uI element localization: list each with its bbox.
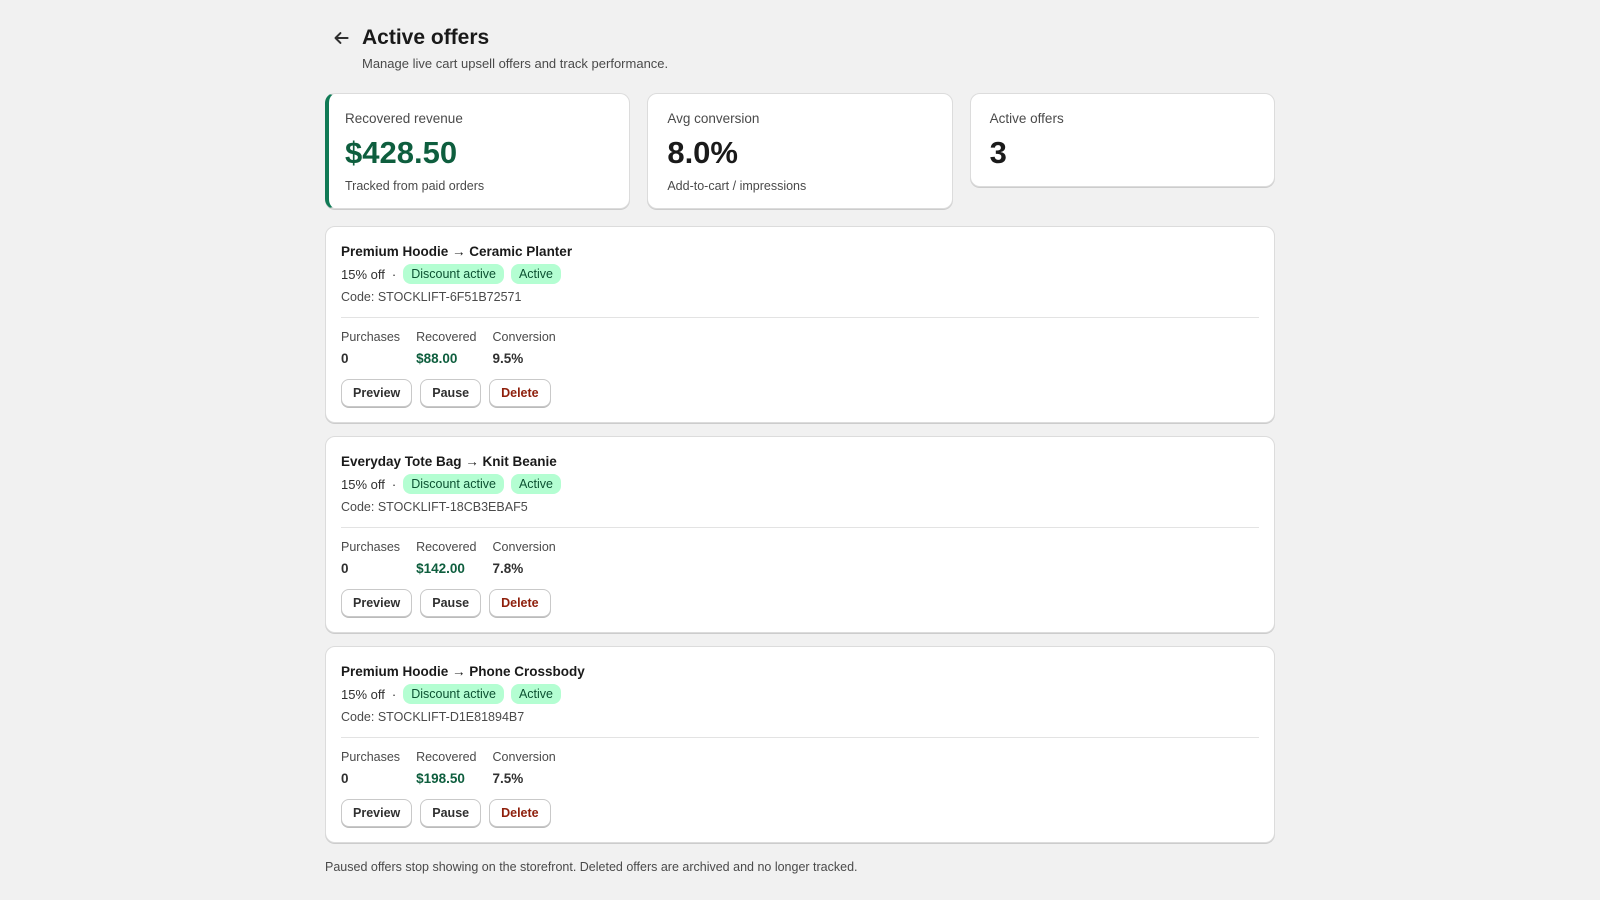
stat-label: Recovered revenue: [345, 111, 463, 126]
stats: Recovered revenue $428.50 Tracked from pai…: [325, 93, 1275, 209]
content: Active offers Manage live cart upsell of…: [325, 22, 1275, 874]
stat-label: Avg conversion: [667, 111, 760, 126]
metric: Conversion 7.5%: [493, 750, 556, 786]
offer-list: Premium Hoodie → Ceramic Planter 15% off ·…: [325, 226, 1275, 843]
metric-label: Conversion: [492, 750, 556, 764]
metric-value: 0: [341, 351, 349, 366]
metric-value: $198.50: [416, 771, 465, 786]
actions: Preview Pause Delete: [341, 799, 1259, 827]
stat-note: Add-to-cart / impressions: [667, 179, 807, 193]
badge: Active: [510, 474, 562, 494]
offer-meta: 15% off · Discount active Active: [341, 264, 1259, 284]
separator: ·: [391, 266, 397, 282]
badge: Discount active: [403, 264, 504, 284]
divider: [341, 737, 1259, 738]
discount: 15% off: [341, 686, 385, 702]
stat-value: 3: [989, 135, 1007, 170]
badge: Discount active: [403, 684, 504, 704]
metric: Conversion 9.5%: [493, 330, 556, 366]
metric: Purchases 0: [341, 330, 400, 366]
metric: Conversion 7.8%: [493, 540, 556, 576]
discount-code: Code: STOCKLIFT-6F51B72571: [341, 290, 522, 304]
metric-label: Recovered: [416, 330, 477, 344]
metric-label: Purchases: [341, 750, 401, 764]
offer-title: Premium Hoodie → Phone Crossbody: [341, 664, 585, 679]
metric: Recovered $88.00: [416, 330, 476, 366]
footer-note: Paused offers stop showing on the storef…: [325, 860, 858, 874]
metric-value: 7.5%: [492, 771, 524, 786]
discount-code: Code: STOCKLIFT-D1E81894B7: [341, 710, 525, 724]
offer-meta: 15% off · Discount active Active: [341, 684, 1259, 704]
offer-card: Premium Hoodie → Phone Crossbody 15% off ·…: [325, 646, 1275, 843]
metrics: Purchases 0 Recovered $88.00 Conversion 9.5%: [341, 330, 1259, 366]
action-button[interactable]: Delete: [489, 379, 551, 407]
metric-value: 0: [341, 561, 349, 576]
badge: Active: [510, 684, 562, 704]
action-button[interactable]: Pause: [420, 799, 482, 827]
badge: Active: [510, 264, 562, 284]
stat-card: Avg conversion 8.0% Add-to-cart / impressi…: [647, 93, 953, 209]
metric-value: 0: [341, 771, 349, 786]
action-button[interactable]: Pause: [420, 379, 482, 407]
stat-card: Active offers 3: [969, 93, 1275, 187]
stat-label: Active offers: [989, 111, 1064, 126]
metric-label: Purchases: [341, 330, 401, 344]
header-text: Active offers Manage live cart upsell of…: [362, 22, 668, 71]
metric-label: Recovered: [416, 750, 477, 764]
action-button[interactable]: Delete: [489, 589, 551, 617]
actions: Preview Pause Delete: [341, 379, 1259, 407]
metric-value: $142.00: [416, 561, 465, 576]
page-subtitle: Manage live cart upsell offers and track…: [362, 56, 669, 71]
action-button[interactable]: Pause: [420, 589, 482, 617]
offer-card: Premium Hoodie → Ceramic Planter 15% off ·…: [325, 226, 1275, 423]
metric: Recovered $198.50: [416, 750, 476, 786]
stat-card: Recovered revenue $428.50 Tracked from pai…: [325, 93, 631, 209]
metric-value: 9.5%: [492, 351, 524, 366]
page-title: Active offers: [362, 26, 490, 49]
badge: Discount active: [403, 474, 504, 494]
metric: Recovered $142.00: [416, 540, 476, 576]
divider: [341, 527, 1259, 528]
offer-title: Premium Hoodie → Ceramic Planter: [341, 244, 573, 259]
discount-code: Code: STOCKLIFT-18CB3EBAF5: [341, 500, 528, 514]
metric: Purchases 0: [341, 750, 400, 786]
back-button[interactable]: [330, 27, 352, 49]
metrics: Purchases 0 Recovered $198.50 Conversion 7.5%: [341, 750, 1259, 786]
divider: [341, 317, 1259, 318]
actions: Preview Pause Delete: [341, 589, 1259, 617]
metric-value: 7.8%: [492, 561, 524, 576]
separator: ·: [391, 476, 397, 492]
separator: ·: [391, 686, 397, 702]
metric-label: Conversion: [492, 330, 556, 344]
metric-label: Conversion: [492, 540, 556, 554]
action-button[interactable]: Preview: [341, 799, 413, 827]
discount: 15% off: [341, 266, 385, 282]
action-button[interactable]: Preview: [341, 589, 413, 617]
stat-value: $428.50: [345, 135, 458, 170]
metrics: Purchases 0 Recovered $142.00 Conversion 7.8%: [341, 540, 1259, 576]
stat-note: Tracked from paid orders: [345, 179, 485, 193]
metric-label: Recovered: [416, 540, 477, 554]
header: Active offers Manage live cart upsell of…: [330, 22, 1275, 71]
action-button[interactable]: Delete: [489, 799, 551, 827]
stat-value: 8.0%: [667, 135, 738, 170]
metric-value: $88.00: [416, 351, 458, 366]
offer-card: Everyday Tote Bag → Knit Beanie 15% off · D…: [325, 436, 1275, 633]
metric: Purchases 0: [341, 540, 400, 576]
discount: 15% off: [341, 476, 385, 492]
action-button[interactable]: Preview: [341, 379, 413, 407]
offer-meta: 15% off · Discount active Active: [341, 474, 1259, 494]
metric-label: Purchases: [341, 540, 401, 554]
offer-title: Everyday Tote Bag → Knit Beanie: [341, 454, 557, 469]
